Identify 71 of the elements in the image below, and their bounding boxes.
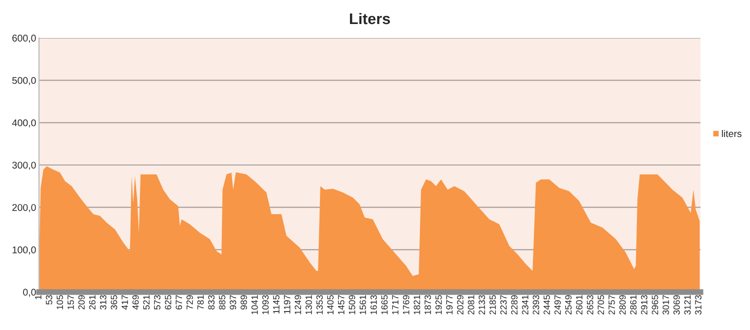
x-tick-label: 469: [132, 295, 139, 310]
x-tick-label: 1353: [316, 295, 323, 314]
x-tick-label: 2081: [468, 295, 474, 314]
x-tick-label: 2341: [522, 295, 528, 314]
y-tick-label: 600,0: [12, 34, 36, 43]
x-tick-label: 3173: [695, 295, 702, 315]
x-tick-label: 1873: [424, 295, 431, 314]
x-tick-label: 157: [68, 295, 74, 310]
x-tick-label: 2445: [544, 295, 550, 314]
x-tick-label: 1821: [414, 295, 420, 314]
x-tick-label: 2861: [630, 295, 637, 314]
x-tick-label: 209: [78, 295, 85, 310]
x-tick-label: 53: [46, 295, 52, 305]
y-tick-label: 300,0: [12, 162, 36, 170]
x-tick-label: 1509: [348, 295, 356, 314]
x-tick-label: 2757: [608, 295, 615, 314]
y-tick-label: 200,0: [12, 204, 36, 212]
x-tick-label: 2133: [478, 295, 486, 314]
x-tick-label: 781: [197, 295, 204, 310]
x-tick-label: 2237: [500, 295, 507, 314]
x-tick-label: 105: [56, 295, 64, 310]
x-tick-label: 1: [35, 295, 42, 300]
x-tick-label: 1041: [251, 295, 258, 314]
x-tick-label: 625: [164, 295, 172, 310]
x-tick-label: 2653: [586, 295, 594, 314]
x-tick-label: 3069: [673, 295, 680, 315]
x-tick-label: 2705: [598, 295, 604, 314]
legend-label: liters: [722, 130, 742, 138]
x-tick-label: 989: [240, 295, 248, 310]
x-tick-label: 1457: [338, 295, 344, 314]
x-tick-label: 573: [154, 295, 160, 310]
x-tick-label: 937: [230, 295, 236, 310]
x-tick-label: 1665: [381, 295, 388, 314]
x-tick-label: 1197: [284, 295, 290, 314]
x-tick-label: 2913: [640, 295, 648, 314]
x-tick-label: 2549: [565, 295, 572, 314]
x-tick-label: 2029: [457, 295, 464, 314]
x-tick-label: 3017: [662, 295, 670, 315]
x-tick-label: 1249: [294, 295, 302, 314]
x-tick-label: 2809: [619, 295, 626, 314]
y-tick-label: 0,0: [23, 288, 36, 297]
x-tick-label: 2289: [511, 295, 518, 314]
x-tick-label: 2601: [576, 295, 582, 314]
x-tick-label: 729: [186, 295, 193, 310]
x-tick-label: 677: [176, 295, 182, 310]
x-tick-label: 885: [218, 295, 226, 310]
x-tick-label: 1093: [262, 295, 269, 314]
y-tick-label: 500,0: [12, 77, 36, 86]
y-tick-label: 400,0: [12, 119, 36, 128]
x-tick-label: 365: [110, 295, 118, 310]
x-tick-label: 1925: [435, 295, 442, 314]
x-tick-label: 261: [89, 295, 96, 310]
x-tick-label: 313: [100, 295, 106, 310]
x-tick-label: 2497: [554, 295, 561, 314]
x-tick-label: 1717: [392, 295, 398, 314]
x-tick-label: 833: [208, 295, 215, 310]
chart-title: Liters: [350, 12, 390, 24]
x-tick-label: 3121: [684, 295, 691, 315]
x-tick-label: 1405: [327, 295, 334, 314]
x-tick-label: 1977: [446, 295, 453, 314]
x-tick-label: 1769: [402, 295, 410, 314]
x-tick-label: 417: [122, 295, 128, 310]
y-tick-label: 100,0: [12, 246, 36, 254]
x-tick-label: 2185: [489, 295, 496, 314]
x-tick-label: 521: [143, 295, 150, 310]
x-tick-label: 2393: [532, 295, 540, 314]
x-tick-label: 1561: [360, 295, 366, 314]
x-tick-label: 2965: [652, 295, 658, 314]
x-tick-label: 1145: [273, 295, 280, 314]
x-tick-label: 1301: [306, 295, 312, 314]
x-tick-label: 1613: [370, 295, 377, 314]
